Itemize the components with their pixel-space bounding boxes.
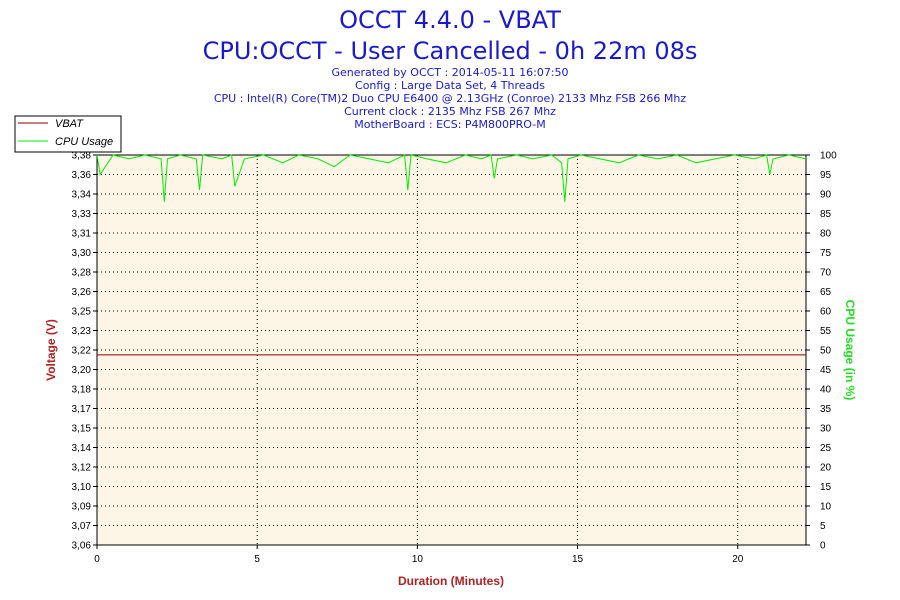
- y-right-tick-label: 30: [820, 424, 832, 435]
- y-right-tick-label: 5: [820, 521, 826, 532]
- legend-box: [14, 115, 122, 153]
- legend-label-cpu: CPU Usage: [55, 136, 113, 148]
- y-right-tick-label: 35: [820, 404, 832, 415]
- plot-area: [96, 154, 807, 546]
- y-left-tick-label: 3,20: [72, 365, 92, 376]
- y-left-tick-label: 3,22: [72, 346, 92, 357]
- y-right-tick-label: 60: [820, 307, 832, 318]
- y-right-tick-label: 90: [820, 190, 832, 201]
- x-tick-label: 5: [254, 554, 260, 565]
- y-left-tick-label: 3,18: [72, 385, 92, 396]
- y-left-tick-label: 3,34: [72, 190, 92, 201]
- y-left-tick-label: 3,36: [72, 170, 92, 181]
- info-motherboard: MotherBoard : ECS: P4M800PRO-M: [354, 118, 546, 131]
- y-right-tick-label: 45: [820, 365, 832, 376]
- series-layer: [96, 154, 807, 356]
- legend-label-vbat: VBAT: [55, 118, 84, 130]
- y-right-tick-label: 0: [820, 541, 826, 552]
- y-right-tick-label: 50: [820, 346, 832, 357]
- chart-header: OCCT 4.4.0 - VBAT CPU:OCCT - User Cancel…: [0, 4, 900, 131]
- info-clock: Current clock : 2135 Mhz FSB 267 Mhz: [344, 105, 556, 118]
- y-right-tick-label: 100: [820, 151, 837, 162]
- y-left-tick-label: 3,26: [72, 287, 92, 298]
- y-right-tick-label: 80: [820, 229, 832, 240]
- y-left-tick-label: 3,17: [72, 404, 92, 415]
- x-tick-label: 20: [732, 554, 744, 565]
- y-left-tick-label: 3,25: [72, 307, 92, 318]
- legend: VBAT CPU Usage: [14, 115, 122, 153]
- y-axis-right-label: CPU Usage (in %): [843, 300, 857, 401]
- y-left-tick-label: 3,12: [72, 463, 92, 474]
- x-axis-label: Duration (Minutes): [398, 574, 504, 588]
- y-right-tick-label: 40: [820, 385, 832, 396]
- y-left-tick-label: 3,10: [72, 482, 92, 493]
- y-left-tick-label: 3,31: [72, 229, 92, 240]
- y-axis-left-label: Voltage (V): [44, 319, 58, 381]
- y-right-tick-label: 85: [820, 209, 832, 220]
- y-right-tick-label: 55: [820, 326, 832, 337]
- y-left-tick-label: 3,07: [72, 521, 92, 532]
- y-left-tick-label: 3,30: [72, 248, 92, 259]
- y-right-tick-label: 65: [820, 287, 832, 298]
- info-cpu: CPU : Intel(R) Core(TM)2 Duo CPU E6400 @…: [213, 92, 687, 105]
- y-left-tick-label: 3,33: [72, 209, 92, 220]
- y-left-tick-label: 3,15: [72, 424, 92, 435]
- y-right-tick-label: 70: [820, 268, 832, 279]
- info-config: Config : Large Data Set, 4 Threads: [355, 79, 545, 92]
- y-left-tick-label: 3,38: [72, 151, 92, 162]
- y-left-tick-label: 3,14: [72, 443, 92, 454]
- y-left-tick-label: 3,09: [72, 502, 92, 513]
- info-generated: Generated by OCCT : 2014-05-11 16:07:50: [331, 66, 569, 79]
- grid: [97, 155, 806, 545]
- y-right-tick-label: 20: [820, 463, 832, 474]
- y-right-tick-label: 25: [820, 443, 832, 454]
- x-tick-label: 10: [412, 554, 424, 565]
- axis-ticks: 3,06 3,07 3,09 3,10 3,12 3,14 3,15 3,17 3,18 3,20…: [72, 151, 838, 566]
- y-left-tick-label: 3,23: [72, 326, 92, 337]
- y-left-tick-label: 3,28: [72, 268, 92, 279]
- chart-title: OCCT 4.4.0 - VBAT: [339, 6, 561, 34]
- y-right-tick-label: 10: [820, 502, 832, 513]
- y-right-tick-label: 15: [820, 482, 832, 493]
- x-tick-label: 0: [94, 554, 100, 565]
- chart-subtitle: CPU:OCCT - User Cancelled - 0h 22m 08s: [202, 37, 698, 65]
- x-tick-label: 15: [572, 554, 584, 565]
- series-cpu-usage-line: [96, 154, 807, 202]
- y-right-tick-label: 75: [820, 248, 832, 259]
- y-left-tick-label: 3,06: [72, 541, 92, 552]
- y-right-tick-label: 95: [820, 170, 832, 181]
